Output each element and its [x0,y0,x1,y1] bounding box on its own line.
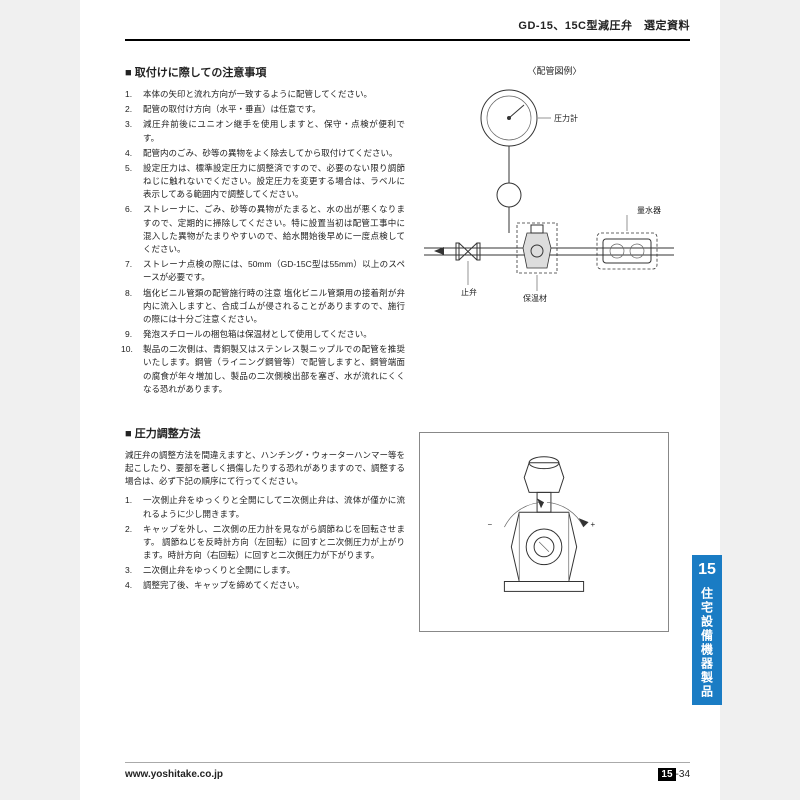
footer-chapter: 15 [658,768,675,781]
adjust-text: ■ 圧力調整方法 減圧弁の調整方法を間違えますと、ハンチング・ウォーターハンマー… [125,426,405,636]
install-title: ■ 取付けに際しての注意事項 [125,65,405,82]
page: GD-15、15C型減圧弁 選定資料 ■ 取付けに際しての注意事項 本体の矢印と… [80,0,720,800]
install-list: 本体の矢印と流れ方向が一致するように配管してください。 配管の取付け方向（水平・… [125,88,405,396]
footer-pagenum: -34 [676,769,690,780]
piping-diagram: 圧力計 止弁 保温材 [419,83,679,333]
page-header: GD-15、15C型減圧弁 選定資料 [125,18,690,41]
install-item: 配管の取付け方向（水平・垂直）は任意です。 [125,103,405,116]
section-install: ■ 取付けに際しての注意事項 本体の矢印と流れ方向が一致するように配管してくださ… [125,65,690,398]
install-text: ■ 取付けに際しての注意事項 本体の矢印と流れ方向が一致するように配管してくださ… [125,65,405,398]
diagram1-title: 〈配管図例〉 [419,65,690,79]
header-title: GD-15、15C型減圧弁 選定資料 [518,20,690,32]
gauge-label: 圧力計 [554,113,578,123]
install-item: ストレーナ点検の際には、50mm（GD-15C型は55mm）以上のスペースが必要… [125,258,405,284]
adjust-list: 一次側止弁をゆっくりと全開にして二次側止弁は、流体が僅かに流れるように少し開きま… [125,494,405,592]
meter-label: 量水器 [637,205,661,215]
adjust-title: ■ 圧力調整方法 [125,426,405,443]
adjust-item: キャップを外し、二次側の圧力計を見ながら調節ねじを回転させます。 調節ねじを反時… [125,523,405,563]
adjust-intro: 減圧弁の調整方法を間違えますと、ハンチング・ウォーターハンマー等を起こしたり、要… [125,449,405,489]
install-item: 発泡スチロールの梱包箱は保温材として使用してください。 [125,328,405,341]
install-item: 製品の二次側は、青銅製又はステンレス製ニップルでの配管を推奨いたします。鋼管（ラ… [125,343,405,396]
adjust-item: 調整完了後、キャップを締めてください。 [125,579,405,592]
side-tab-label: 住宅設備機器製品 [699,587,716,699]
adjust-item: 一次側止弁をゆっくりと全開にして二次側止弁は、流体が僅かに流れるように少し開きま… [125,494,405,520]
install-item: 配管内のごみ、砂等の異物をよく除去してから取付けてください。 [125,147,405,160]
stop-label: 止弁 [461,287,477,297]
section-adjust: ■ 圧力調整方法 減圧弁の調整方法を間違えますと、ハンチング・ウォーターハンマー… [125,426,690,636]
footer-url: www.yoshitake.co.jp [125,767,223,783]
side-tab: 15 住宅設備機器製品 [692,555,722,705]
install-item: 本体の矢印と流れ方向が一致するように配管してください。 [125,88,405,101]
install-item: 塩化ビニル管類の配管施行時の注意 塩化ビニル管類用の接着剤が弁内に流入しますと、… [125,287,405,327]
svg-text:+: + [591,520,596,529]
install-item: 設定圧力は、標準設定圧力に調整済ですので、必要のない限り調節ねじに触れないでくだ… [125,162,405,202]
adjust-item: 二次側止弁をゆっくりと全開にします。 [125,564,405,577]
adjust-diagram: − + [419,432,669,632]
piping-diagram-col: 〈配管図例〉 圧力計 止弁 [419,65,690,398]
install-item: ストレーナに、ごみ、砂等の異物がたまると、水の出が悪くなりますので、定期的に掃除… [125,203,405,256]
footer-page: 15-34 [658,767,690,783]
page-footer: www.yoshitake.co.jp 15-34 [125,762,690,783]
insul-label: 保温材 [523,293,547,303]
svg-text:−: − [488,520,493,529]
side-tab-num: 15 [698,561,716,579]
install-item: 減圧弁前後にユニオン継手を使用しますと、保守・点検が便利です。 [125,118,405,144]
adjust-diagram-col: − + [419,426,690,636]
